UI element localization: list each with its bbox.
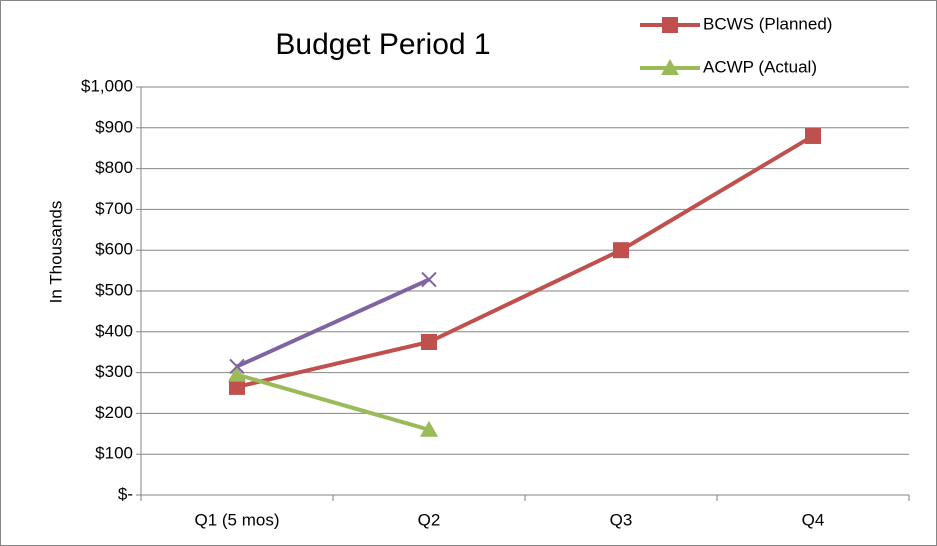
x-tick-label: Q4 [802, 510, 825, 529]
data-point [805, 127, 821, 144]
data-point [613, 242, 629, 259]
data-point [228, 365, 246, 382]
legend-label: BCWS (Planned) [703, 14, 832, 33]
data-point [229, 378, 245, 395]
y-axis-label: In Thousands [46, 201, 65, 304]
y-tick-label: $800 [95, 158, 133, 177]
data-point [229, 358, 245, 375]
y-tick-label: $600 [95, 240, 133, 259]
y-tick-label: $400 [95, 321, 133, 340]
data-point [421, 271, 437, 288]
series-line [236, 277, 430, 369]
chart-title: Budget Period 1 [275, 28, 490, 61]
y-tick-label: $1,000 [81, 76, 133, 95]
x-tick-label: Q2 [418, 510, 441, 529]
y-tick-label: $100 [95, 444, 133, 463]
legend-marker [661, 59, 679, 75]
series-line [236, 134, 815, 389]
data-point [421, 334, 437, 350]
y-tick-label: $- [118, 484, 133, 503]
legend-label: ACWP (Actual) [703, 57, 817, 76]
x-tick-label: Q1 (5 mos) [194, 510, 279, 529]
y-tick-label: $200 [95, 403, 133, 422]
y-tick-label: $700 [95, 199, 133, 218]
series-line [236, 372, 430, 432]
data-point [420, 420, 438, 437]
y-tick-label: $300 [95, 362, 133, 381]
legend-marker [662, 17, 678, 33]
y-tick-label: $500 [95, 280, 133, 299]
x-tick-label: Q3 [610, 510, 633, 529]
y-tick-label: $900 [95, 117, 133, 136]
